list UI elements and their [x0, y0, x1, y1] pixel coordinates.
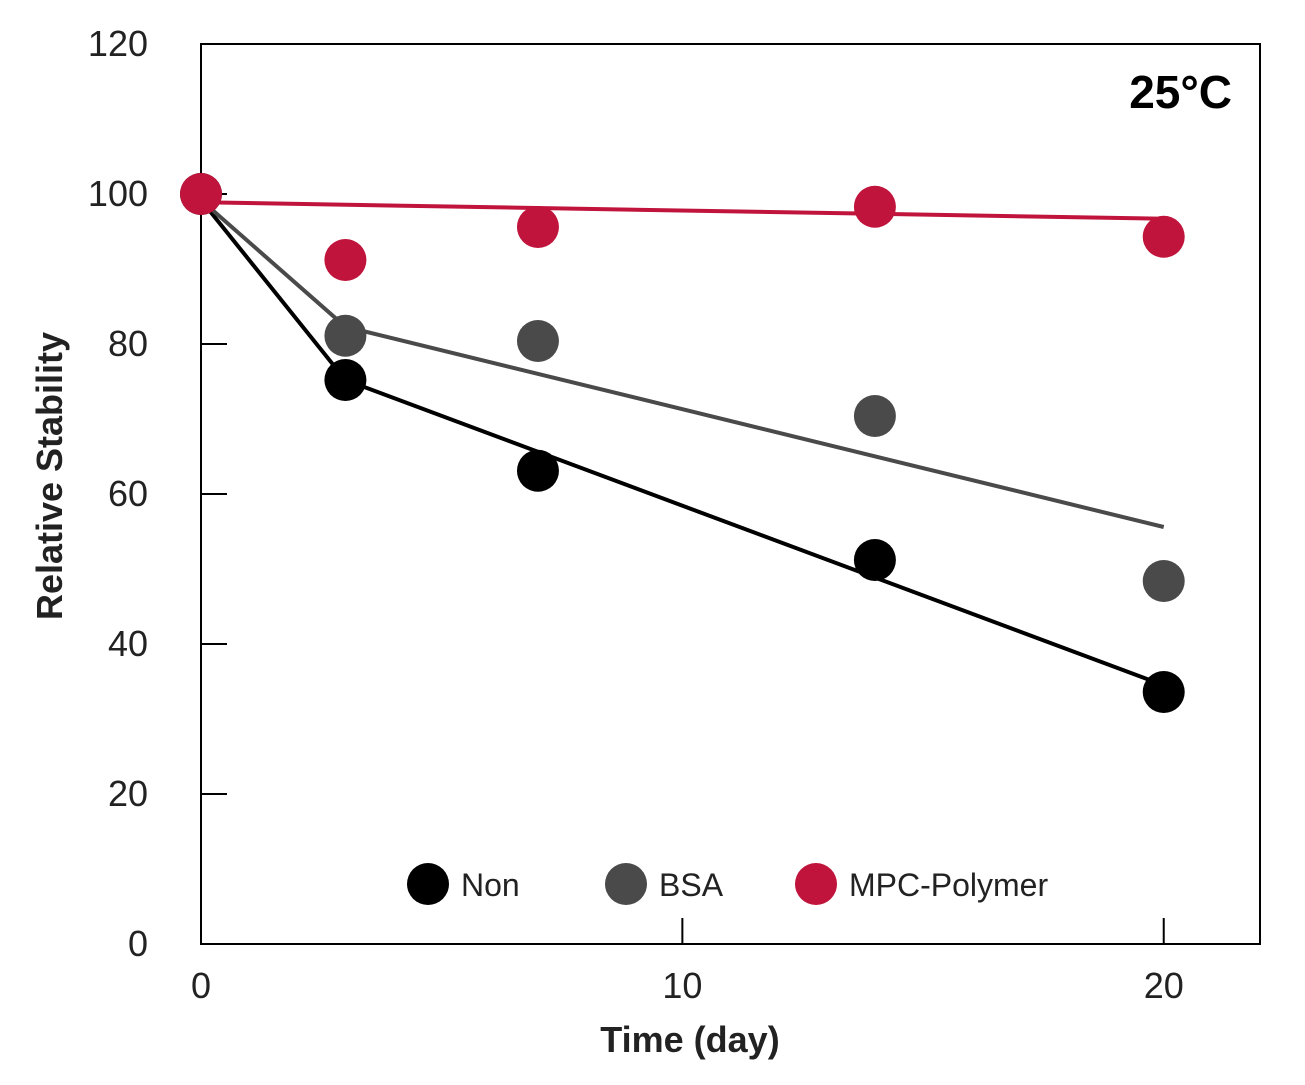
plot-frame [200, 43, 1261, 945]
data-point-bsa [853, 395, 896, 437]
legend-marker [605, 863, 647, 905]
y-tick-label: 20 [108, 773, 148, 814]
data-point-mpc-polymer [516, 206, 559, 248]
legend-label: BSA [659, 867, 724, 903]
data-point-non [1142, 671, 1185, 713]
y-tick-label: 40 [108, 623, 148, 664]
data-point-mpc-polymer [853, 185, 896, 228]
data-point-mpc-polymer [180, 173, 222, 215]
y-tick-label: 100 [88, 173, 148, 214]
legend-marker [795, 863, 837, 905]
data-point-bsa [516, 320, 559, 362]
annotation: 25°C [1129, 66, 1232, 118]
x-axis-label: Time (day) [600, 1019, 779, 1060]
data-point-bsa [324, 314, 367, 357]
data-point-mpc-polymer [324, 239, 367, 281]
x-tick-label: 20 [1144, 965, 1184, 1006]
x-tick-label: 0 [191, 965, 211, 1006]
y-axis-label: Relative Stability [29, 332, 70, 620]
legend-label: MPC-Polymer [849, 867, 1048, 903]
y-tick-label: 0 [128, 923, 148, 964]
data-point-non [516, 449, 559, 492]
x-tick-label: 10 [662, 965, 702, 1006]
y-tick-label: 60 [108, 473, 148, 514]
data-point-bsa [1142, 560, 1185, 602]
legend-marker [407, 863, 449, 905]
data-point-non [853, 539, 896, 581]
data-point-mpc-polymer [1142, 215, 1185, 258]
fit-line-mpc-polymer [200, 200, 1164, 221]
y-tick-label: 80 [108, 323, 148, 364]
legend: Non BSA MPC-Polymer [407, 863, 1048, 905]
data-point-non [324, 359, 367, 401]
y-tick-label: 120 [88, 23, 148, 64]
legend-label: Non [461, 867, 520, 903]
